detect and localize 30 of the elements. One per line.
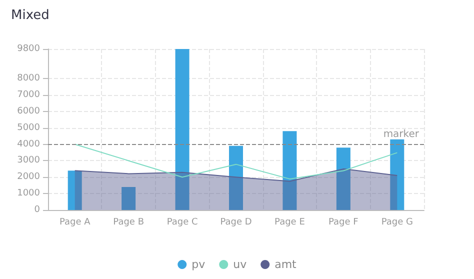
- x-tick-label: Page F: [328, 218, 358, 228]
- legend-label: uv: [233, 258, 248, 271]
- chart-title: Mixed: [11, 8, 50, 23]
- y-tick-label: 9800: [17, 44, 40, 54]
- bar: [336, 148, 350, 210]
- x-tick-label: Page A: [59, 218, 92, 228]
- bar: [390, 139, 404, 210]
- x-tick-label: Page G: [381, 218, 413, 228]
- x-tick-label: Page D: [220, 218, 252, 228]
- y-tick-label: 3000: [17, 156, 40, 166]
- bar: [122, 187, 136, 210]
- bar: [175, 49, 190, 210]
- y-tick-label: 7000: [17, 90, 40, 100]
- x-tick-label: Page C: [166, 218, 198, 228]
- line-series: [74, 144, 398, 180]
- y-tick-label: 4000: [17, 139, 40, 150]
- y-tick-label: 6000: [17, 106, 40, 116]
- legend-label: amt: [274, 258, 298, 271]
- x-tick-label: Page B: [113, 218, 144, 228]
- y-tick-label: 5000: [17, 122, 40, 133]
- ref-line-label: marker: [383, 128, 420, 140]
- x-tick-label: Page E: [274, 218, 306, 228]
- bar: [68, 170, 82, 210]
- legend-label: pv: [192, 258, 206, 271]
- y-tick-label: 8000: [17, 74, 40, 84]
- bar: [229, 146, 243, 210]
- y-tick-label: 0: [34, 205, 40, 215]
- bar: [282, 131, 297, 210]
- y-tick-label: 2000: [17, 172, 40, 182]
- y-tick-label: 1000: [17, 188, 40, 199]
